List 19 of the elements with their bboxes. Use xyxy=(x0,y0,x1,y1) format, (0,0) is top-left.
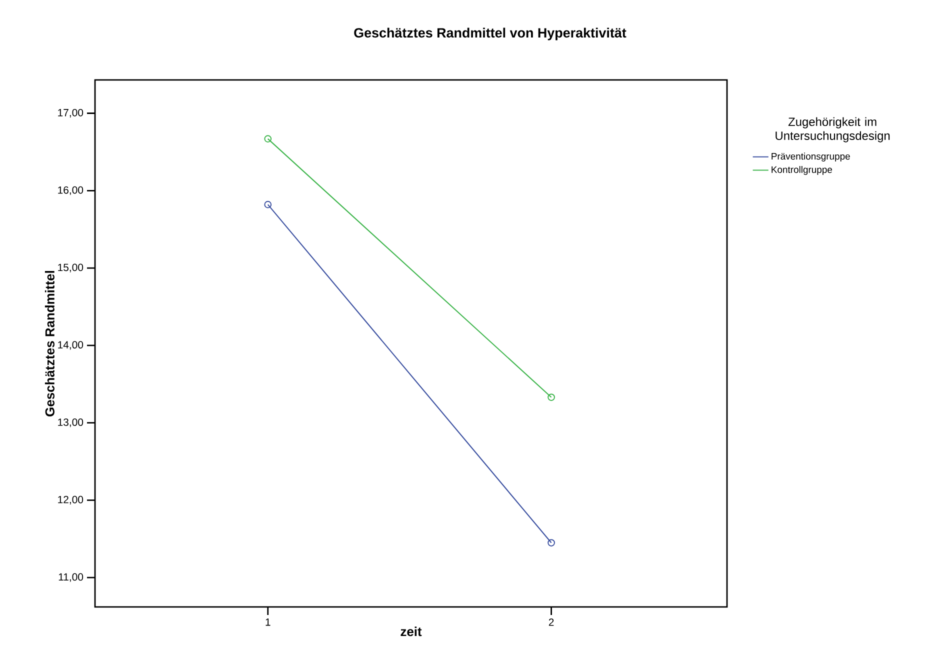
x-axis-title: zeit xyxy=(400,626,422,636)
point xyxy=(264,200,272,208)
chart-title: Geschätztes Randmittel von Hyperaktivität xyxy=(354,28,626,40)
x-tick-label: 2 xyxy=(548,618,554,626)
y-tick-label: 13,00 xyxy=(58,418,84,428)
point xyxy=(264,135,272,142)
point xyxy=(548,394,555,401)
y-tick-label: 17,00 xyxy=(58,108,84,118)
y-tick-label: 12,00 xyxy=(58,496,84,505)
x-tick-label: 1 xyxy=(266,618,270,626)
y-tick-label: 11,00 xyxy=(58,573,84,582)
y-tick-label: 16,00 xyxy=(58,186,84,195)
legend-title: Zugehörigkeit im Untersuchungsdesign xyxy=(776,117,890,142)
point xyxy=(548,539,555,546)
legend-label: Kontrollgruppe xyxy=(772,166,832,175)
y-axis-title: Geschätztes Randmittel xyxy=(44,271,54,416)
y-tick-label: 15,00 xyxy=(58,264,84,272)
y-tick-label: 14,00 xyxy=(58,341,84,350)
legend-label: Präventionsgruppe xyxy=(772,152,850,162)
